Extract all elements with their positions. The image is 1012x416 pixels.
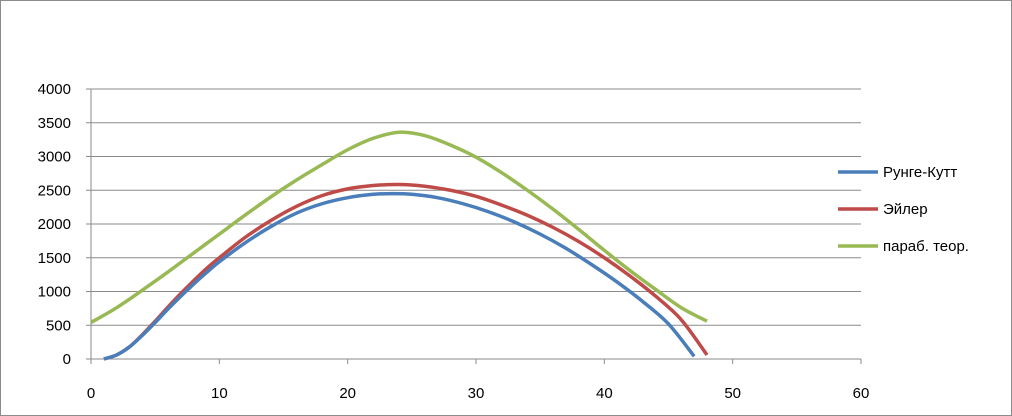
y-tick-label: 1000 bbox=[38, 284, 71, 301]
series-line-1 bbox=[103, 191, 696, 361]
y-tick-label: 2000 bbox=[38, 216, 71, 233]
x-tick-label: 40 bbox=[596, 385, 613, 402]
y-tick-label: 4000 bbox=[38, 81, 71, 98]
legend-label-2: Эйлер bbox=[883, 201, 928, 218]
x-tick-label: 60 bbox=[853, 385, 870, 402]
y-tick-labels: 0 500 1000 1500 2000 2500 3000 3500 4000 bbox=[38, 81, 71, 368]
legend-label-3: параб. теор. bbox=[883, 238, 969, 255]
axes bbox=[86, 88, 862, 364]
y-tick-label: 0 bbox=[63, 351, 71, 368]
x-tick-label: 30 bbox=[468, 385, 485, 402]
y-tick-label: 2500 bbox=[38, 182, 71, 199]
series-line-2 bbox=[103, 182, 709, 361]
y-tick-label: 3000 bbox=[38, 149, 71, 166]
series-line-3 bbox=[90, 130, 708, 325]
y-tick-label: 3500 bbox=[38, 115, 71, 132]
y-tick-label: 500 bbox=[46, 317, 71, 334]
legend-label-1: Рунге-Кутт bbox=[883, 164, 957, 181]
x-tick-label: 20 bbox=[339, 385, 356, 402]
x-tick-labels: 0 10 20 30 40 50 60 bbox=[87, 385, 870, 402]
series-lines bbox=[90, 130, 709, 361]
y-tick-label: 1500 bbox=[38, 250, 71, 267]
legend: Рунге-Кутт Эйлер параб. теор. bbox=[838, 164, 969, 255]
x-tick-label: 0 bbox=[87, 385, 95, 402]
x-tick-label: 50 bbox=[724, 385, 741, 402]
x-tick-label: 10 bbox=[211, 385, 228, 402]
